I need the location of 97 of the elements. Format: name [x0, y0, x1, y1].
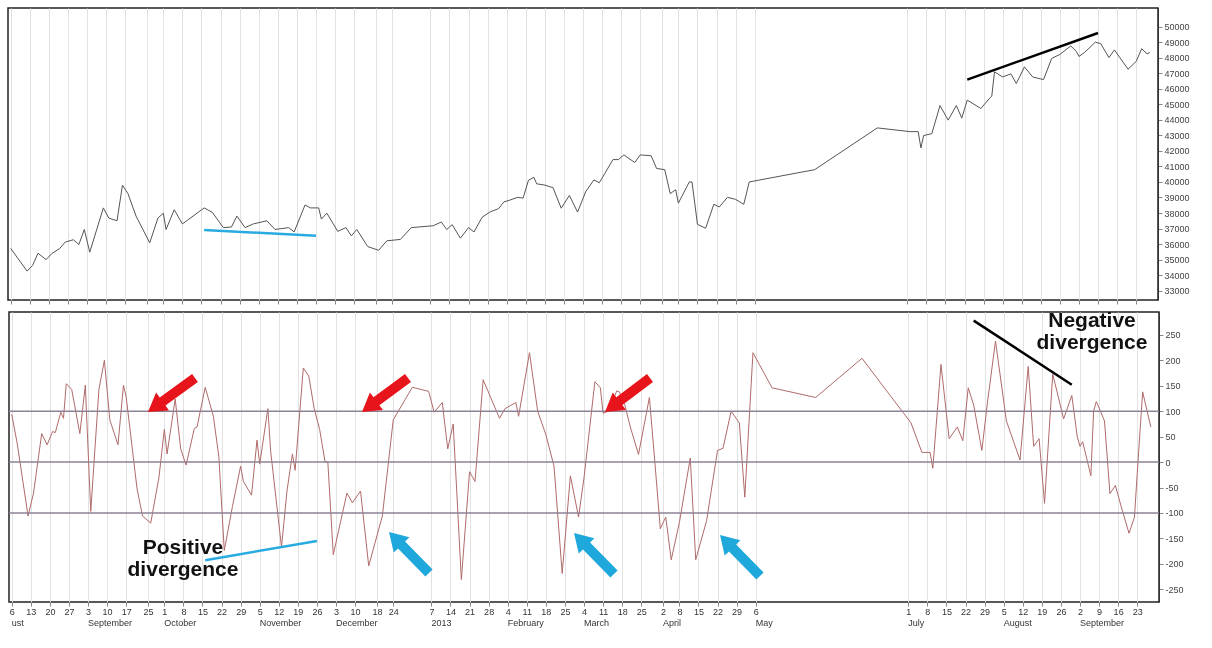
- x-tick-label: 6: [9, 606, 15, 617]
- x-tick-label: 8: [925, 606, 931, 617]
- text: November: [259, 618, 302, 628]
- x-tick-label: 1: [162, 606, 168, 617]
- x-tick-label: 22: [961, 606, 972, 617]
- y-tick-label: 40000: [1164, 177, 1190, 188]
- y-tick-label: 44000: [1164, 115, 1190, 126]
- y-tick-label: 100: [1165, 406, 1181, 417]
- x-tick-label: 8: [677, 606, 683, 617]
- y-tick-label: 37000: [1164, 224, 1190, 235]
- x-tick-label: 10: [350, 606, 361, 617]
- y-tick-label: 150: [1165, 381, 1181, 392]
- x-tick-label: 2: [1077, 606, 1083, 617]
- y-tick-label: 34000: [1164, 270, 1190, 281]
- x-tick-label: 5: [257, 606, 263, 617]
- text: March: [584, 618, 610, 628]
- x-tick-label: 12: [1018, 606, 1029, 617]
- y-tick-label: 48000: [1164, 53, 1190, 64]
- line-series: [10, 41, 1151, 272]
- x-tick-label: 28: [484, 606, 495, 617]
- text: ust: [11, 618, 25, 628]
- x-tick-label: 11: [598, 606, 609, 617]
- text: August: [1003, 618, 1033, 628]
- y-tick-label: 46000: [1164, 84, 1190, 95]
- x-tick-label: 21: [465, 606, 476, 617]
- x-tick-label: 24: [388, 606, 399, 617]
- text: April: [663, 618, 682, 628]
- text: October: [164, 618, 197, 628]
- y-tick-label: 49000: [1164, 37, 1190, 48]
- x-tick-label: 15: [941, 606, 952, 617]
- x-tick-label: 13: [26, 606, 37, 617]
- x-tick-label: 18: [541, 606, 552, 617]
- x-tick-label: 15: [197, 606, 208, 617]
- y-tick-label: 36000: [1164, 239, 1190, 250]
- x-tick-label: 29: [236, 606, 247, 617]
- x-tick-label: 20: [45, 606, 56, 617]
- x-tick-label: 12: [274, 606, 285, 617]
- x-tick-label: 3: [86, 606, 92, 617]
- x-tick-label: 22: [713, 606, 724, 617]
- x-tick-label: 26: [312, 606, 323, 617]
- y-tick-label: 200: [1165, 355, 1181, 366]
- x-tick-label: 19: [293, 606, 304, 617]
- y-tick-label: -200: [1165, 559, 1184, 570]
- x-tick-label: 4: [505, 606, 511, 617]
- y-tick-label: 250: [1165, 330, 1181, 341]
- y-tick-label: 0: [1165, 457, 1171, 468]
- x-tick-label: 11: [522, 606, 532, 617]
- text: September: [88, 618, 133, 628]
- y-tick-label: 39000: [1164, 192, 1190, 203]
- x-tick-label: 17: [121, 606, 132, 617]
- x-tick-label: 26: [1056, 606, 1067, 617]
- x-tick-label: 14: [445, 606, 456, 617]
- x-tick-label: 8: [181, 606, 187, 617]
- y-tick-label: 38000: [1164, 208, 1190, 219]
- x-tick-label: 2: [661, 606, 667, 617]
- x-tick-label: 3: [334, 606, 340, 617]
- y-tick-label: 41000: [1164, 161, 1190, 172]
- x-tick-label: 23: [1132, 606, 1143, 617]
- x-tick-label: 4: [581, 606, 588, 617]
- text: December: [336, 618, 378, 628]
- x-tick-label: 25: [560, 606, 571, 617]
- text: 2013: [431, 618, 452, 628]
- annotation: Positive divergence: [126, 535, 240, 581]
- x-tick-label: 10: [102, 606, 113, 617]
- x-tick-label: 6: [753, 606, 759, 617]
- x-tick-label: 1: [906, 606, 912, 617]
- x-tick-label: 29: [980, 606, 991, 617]
- y-tick-label: 42000: [1164, 146, 1190, 157]
- y-tick-label: -250: [1165, 584, 1184, 595]
- text: September: [1079, 618, 1124, 628]
- x-tick-label: 16: [1113, 606, 1124, 617]
- x-tick-label: 22: [217, 606, 228, 617]
- x-tick-label: 27: [64, 606, 75, 617]
- y-tick-label: 47000: [1164, 68, 1190, 79]
- x-tick-label: 9: [1097, 606, 1103, 617]
- text: February: [507, 618, 545, 628]
- x-tick-label: 5: [1001, 606, 1007, 617]
- x-tick-label: 19: [1037, 606, 1048, 617]
- y-tick-label: -50: [1165, 483, 1179, 494]
- y-tick-label: 45000: [1164, 99, 1190, 110]
- x-tick-label: 18: [372, 606, 383, 617]
- annotation: Negative divergence: [1035, 308, 1149, 354]
- y-tick-label: 35000: [1164, 255, 1190, 266]
- y-tick-label: 50: [1165, 432, 1176, 443]
- x-tick-label: 15: [693, 606, 704, 617]
- y-tick-label: -150: [1165, 533, 1184, 544]
- x-tick-label: 29: [732, 606, 743, 617]
- x-tick-label: 18: [617, 606, 628, 617]
- y-tick-label: 43000: [1164, 130, 1190, 141]
- x-tick-label: 25: [636, 606, 647, 617]
- x-tick-label: 7: [429, 606, 435, 617]
- x-tick-label: 25: [143, 606, 154, 617]
- text: May: [755, 618, 774, 628]
- y-tick-label: 33000: [1164, 286, 1190, 297]
- y-tick-label: 50000: [1164, 22, 1190, 33]
- y-tick-label: -100: [1165, 508, 1184, 519]
- text: July: [908, 618, 925, 628]
